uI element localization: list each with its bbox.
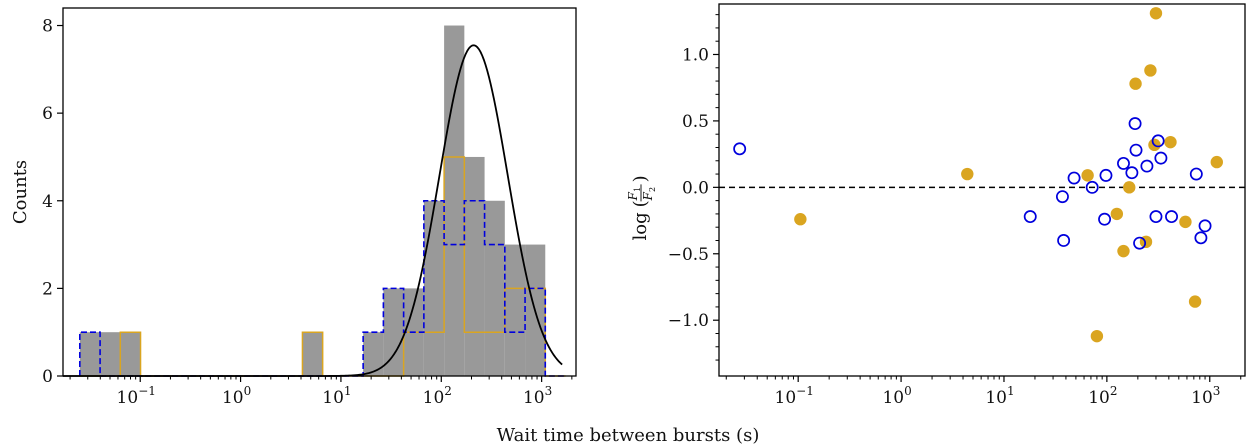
hist-y-tick-label: 6 (42, 104, 53, 124)
hist-bar (100, 332, 121, 376)
blue-open-point (1085, 180, 1099, 194)
gold-point (1144, 64, 1157, 77)
hist-x-tick-label: 10−1 (117, 384, 156, 408)
blue-open-point (1067, 171, 1081, 185)
blue-open-point (1149, 210, 1163, 224)
blue-open-point (1140, 159, 1154, 173)
hist-bar (363, 332, 384, 376)
hist-bar (79, 332, 101, 376)
gold-point (1149, 7, 1163, 20)
hist-x-tick-label: 100 (222, 384, 251, 408)
gold-point (1110, 207, 1124, 221)
blue-open-point (1055, 190, 1069, 204)
blue-open-point (1057, 234, 1071, 247)
scatter-y-tick-label: 0.5 (682, 112, 709, 132)
blue-open-point (1098, 212, 1112, 226)
blue-open-point (1129, 143, 1143, 157)
hist-step-blue-dashed (79, 199, 566, 377)
hist-bar (302, 332, 323, 376)
hist-y-tick-label: 8 (42, 17, 53, 37)
scatter-y-tick-label: 1.0 (682, 45, 709, 65)
scatter-y-tick-label: −1.0 (668, 311, 709, 331)
hist-bar (423, 200, 445, 376)
gold-point (1129, 77, 1142, 90)
ylabel-log: log (630, 212, 651, 240)
scatter-x-tick-label: 100 (882, 384, 911, 408)
gold-point (1090, 329, 1104, 343)
hist-bar (484, 200, 505, 376)
hist-y-tick-label: 2 (42, 279, 53, 299)
gold-point (1179, 215, 1192, 229)
scatter-y-tick-label: −0.5 (668, 245, 709, 265)
scatter-x-tick-label: 103 (1191, 384, 1220, 408)
scatter-x-tick-label: 10−1 (775, 384, 814, 408)
blue-open-point (1165, 210, 1178, 224)
histogram-plot-frame (62, 7, 577, 377)
scatter-x-tick-label: 102 (1088, 384, 1117, 408)
ylabel-numerator: F1 (626, 187, 642, 201)
scatter-y-tick-label: 0.0 (682, 178, 709, 198)
blue-open-point (1194, 231, 1208, 245)
flux-ratio-scatter-panel: −1.0 −0.5 0.0 0.5 1.0 10−1 100 101 102 103 log (F1F… (626, 3, 1246, 408)
scatter-plot-frame (718, 3, 1246, 377)
hist-y-axis-label: Counts (10, 160, 31, 224)
hist-y-tick-label: 4 (42, 192, 53, 212)
gold-point (1117, 244, 1130, 258)
gold-point (794, 213, 807, 226)
blue-open-point (1133, 236, 1147, 250)
ylabel-close-paren: ) (630, 175, 651, 182)
shared-x-axis-label: Wait time between bursts (s) (497, 425, 760, 446)
histogram-panel: 0 2 4 6 8 10−1 100 101 102 103 Counts (10, 7, 577, 408)
blue-open-point (1117, 156, 1130, 170)
blue-open-point (1128, 117, 1142, 131)
blue-open-point (1189, 167, 1203, 181)
gold-point (1164, 135, 1177, 149)
blue-open-point (1154, 151, 1168, 165)
blue-open-point (1099, 168, 1113, 182)
blue-open-point (1198, 219, 1212, 233)
scatter-x-tick-label: 101 (985, 384, 1014, 408)
hist-bar (444, 25, 465, 377)
blue-open-point (1151, 134, 1165, 148)
hist-bar (383, 288, 404, 376)
gold-point (1210, 155, 1223, 169)
hist-bar (120, 332, 141, 376)
hist-x-tick-label: 101 (322, 384, 351, 408)
hist-bar (464, 156, 485, 376)
gold-point (1123, 181, 1136, 194)
gold-point (1188, 295, 1202, 308)
hist-y-tick-label: 0 (42, 367, 53, 387)
gold-point (1081, 169, 1094, 182)
ylabel-open-paren: ( (630, 200, 651, 207)
hist-x-tick-label: 103 (523, 384, 552, 408)
blue-open-point (1023, 210, 1037, 224)
blue-open-point (733, 142, 747, 156)
gold-point (961, 167, 974, 181)
ylabel-denominator: F2 (641, 187, 657, 201)
hist-bar (504, 244, 526, 376)
blue-open-point (1125, 166, 1139, 180)
hist-x-tick-label: 102 (423, 384, 452, 408)
